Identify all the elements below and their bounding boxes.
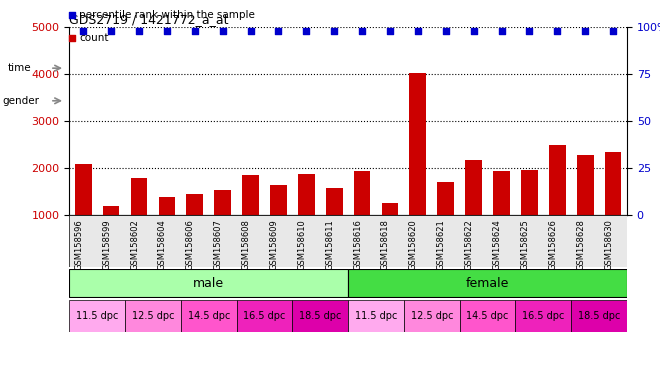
Text: GSM158616: GSM158616 (353, 219, 362, 270)
Bar (465, 161, 482, 262)
Text: GSM158630: GSM158630 (604, 219, 613, 270)
Text: percentile rank within the sample: percentile rank within the sample (79, 10, 255, 20)
Point (246, 28, 256, 34)
Text: GSM158609: GSM158609 (269, 219, 279, 270)
Point (106, 28, 116, 34)
Text: 14.5 dpc: 14.5 dpc (187, 311, 230, 321)
Text: GSM158604: GSM158604 (158, 219, 167, 270)
Text: female: female (466, 277, 510, 290)
Text: GSM158620: GSM158620 (409, 219, 418, 270)
Point (189, 28, 200, 34)
Bar (158, 197, 176, 262)
Bar (103, 206, 119, 262)
Text: male: male (193, 277, 224, 290)
Text: GSM158618: GSM158618 (381, 219, 390, 270)
Point (357, 28, 368, 34)
Text: 11.5 dpc: 11.5 dpc (355, 311, 397, 321)
FancyBboxPatch shape (572, 300, 627, 331)
Text: GSM158607: GSM158607 (214, 219, 222, 270)
Text: GSM158622: GSM158622 (465, 219, 474, 270)
Bar (298, 174, 315, 262)
Text: 11.5 dpc: 11.5 dpc (76, 311, 118, 321)
Point (301, 28, 312, 34)
Text: 12.5 dpc: 12.5 dpc (132, 311, 174, 321)
Text: 18.5 dpc: 18.5 dpc (299, 311, 341, 321)
Point (608, 28, 618, 34)
Bar (186, 194, 203, 262)
FancyBboxPatch shape (69, 300, 125, 331)
Point (440, 28, 451, 34)
Bar (242, 175, 259, 262)
Point (162, 28, 172, 34)
FancyBboxPatch shape (69, 215, 627, 267)
FancyBboxPatch shape (125, 300, 181, 331)
Text: count: count (79, 33, 108, 43)
Text: time: time (8, 63, 32, 73)
Bar (270, 185, 287, 262)
FancyBboxPatch shape (237, 300, 292, 331)
Bar (214, 190, 231, 262)
Text: GSM158626: GSM158626 (548, 219, 557, 270)
Text: GSM158599: GSM158599 (102, 219, 111, 270)
Point (273, 28, 284, 34)
Point (385, 28, 395, 34)
Bar (577, 155, 593, 262)
Point (217, 28, 228, 34)
Bar (438, 182, 454, 262)
Text: GSM158610: GSM158610 (297, 219, 306, 270)
Bar (131, 178, 147, 262)
Bar (521, 170, 538, 262)
Text: 16.5 dpc: 16.5 dpc (244, 311, 286, 321)
Text: 12.5 dpc: 12.5 dpc (411, 311, 453, 321)
Bar (605, 152, 622, 262)
Text: GSM158621: GSM158621 (437, 219, 446, 270)
FancyBboxPatch shape (69, 270, 348, 297)
Bar (493, 171, 510, 262)
FancyBboxPatch shape (348, 270, 627, 297)
Point (580, 28, 591, 34)
Text: GSM158602: GSM158602 (130, 219, 139, 270)
Point (67, 35, 77, 41)
Text: gender: gender (2, 96, 39, 106)
Text: GSM158611: GSM158611 (325, 219, 334, 270)
Text: GSM158606: GSM158606 (185, 219, 195, 270)
Point (67, 12, 77, 18)
FancyBboxPatch shape (348, 300, 404, 331)
Point (78, 28, 88, 34)
FancyBboxPatch shape (515, 300, 572, 331)
Bar (409, 73, 426, 262)
Text: 14.5 dpc: 14.5 dpc (467, 311, 509, 321)
Text: 18.5 dpc: 18.5 dpc (578, 311, 620, 321)
Bar (326, 188, 343, 262)
Bar (381, 203, 399, 262)
Point (496, 28, 507, 34)
Text: GDS2719 / 1421772_a_at: GDS2719 / 1421772_a_at (69, 13, 229, 26)
Text: GSM158624: GSM158624 (492, 219, 502, 270)
FancyBboxPatch shape (460, 300, 515, 331)
Text: GSM158596: GSM158596 (74, 219, 83, 270)
FancyBboxPatch shape (404, 300, 460, 331)
Bar (354, 171, 370, 262)
Bar (549, 146, 566, 262)
Bar (75, 164, 92, 262)
Text: GSM158628: GSM158628 (576, 219, 585, 270)
FancyBboxPatch shape (181, 300, 237, 331)
Point (134, 28, 145, 34)
Point (469, 28, 479, 34)
Text: 16.5 dpc: 16.5 dpc (522, 311, 564, 321)
Point (412, 28, 423, 34)
Point (552, 28, 562, 34)
Point (524, 28, 535, 34)
FancyBboxPatch shape (292, 300, 348, 331)
Point (329, 28, 339, 34)
Text: GSM158608: GSM158608 (242, 219, 251, 270)
Text: GSM158625: GSM158625 (520, 219, 529, 270)
